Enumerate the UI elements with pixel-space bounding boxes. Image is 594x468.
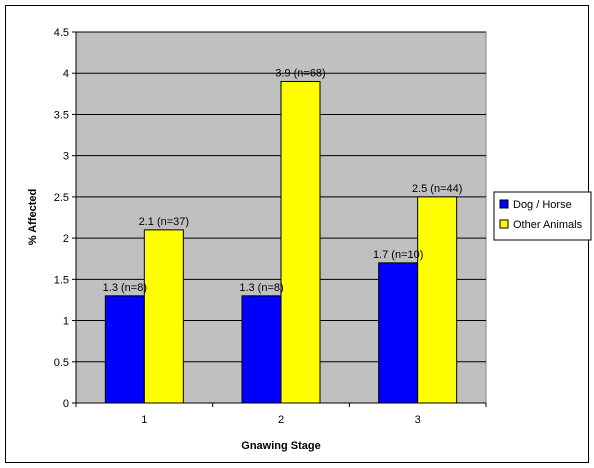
legend: Dog / Horse Other Animals <box>493 191 592 241</box>
y-tick-label: 2 <box>63 233 69 245</box>
data-label: 3.9 (n=68) <box>275 67 325 79</box>
data-label: 1.7 (n=10) <box>373 249 423 261</box>
bar <box>378 262 419 404</box>
legend-label: Dog / Horse <box>513 199 572 211</box>
legend-box <box>493 191 592 241</box>
y-tick-label: 1.5 <box>54 274 69 286</box>
y-tick-label: 3.5 <box>54 109 69 121</box>
bar <box>143 229 184 404</box>
legend-swatch <box>499 199 509 209</box>
y-tick-label: 3 <box>63 151 69 163</box>
y-tick-label: 4.5 <box>54 27 69 39</box>
bar <box>280 80 321 404</box>
bar <box>241 295 282 404</box>
y-tick-label: 1 <box>63 316 69 328</box>
y-tick-label: 4 <box>63 68 69 80</box>
data-label: 2.5 (n=44) <box>412 183 462 195</box>
y-tick-label: 0.5 <box>54 357 69 369</box>
bar <box>104 295 145 404</box>
bar <box>417 196 458 404</box>
x-axis-title: Gnawing Stage <box>241 440 320 452</box>
x-tick-label: 3 <box>415 414 421 426</box>
data-label: 1.3 (n=8) <box>239 282 283 294</box>
data-label: 1.3 (n=8) <box>103 282 147 294</box>
legend-label: Other Animals <box>513 219 583 231</box>
data-labels: 1.3 (n=8) 2.1 (n=37) 1.3 (n=8) 3.9 (n=68) 1.… <box>103 67 463 293</box>
x-tick-label: 2 <box>278 414 284 426</box>
bars <box>104 80 458 404</box>
y-tick-label: 2.5 <box>54 192 69 204</box>
y-tick-label: 0 <box>63 398 69 410</box>
x-tick-label: 1 <box>141 414 147 426</box>
data-label: 2.1 (n=37) <box>139 216 189 228</box>
legend-swatch <box>499 219 509 229</box>
y-axis-title: % Affected <box>27 189 39 245</box>
tick-labels: 0 0.5 1 1.5 2 2.5 3 3.5 4 4.5 1 2 3 <box>54 27 487 426</box>
